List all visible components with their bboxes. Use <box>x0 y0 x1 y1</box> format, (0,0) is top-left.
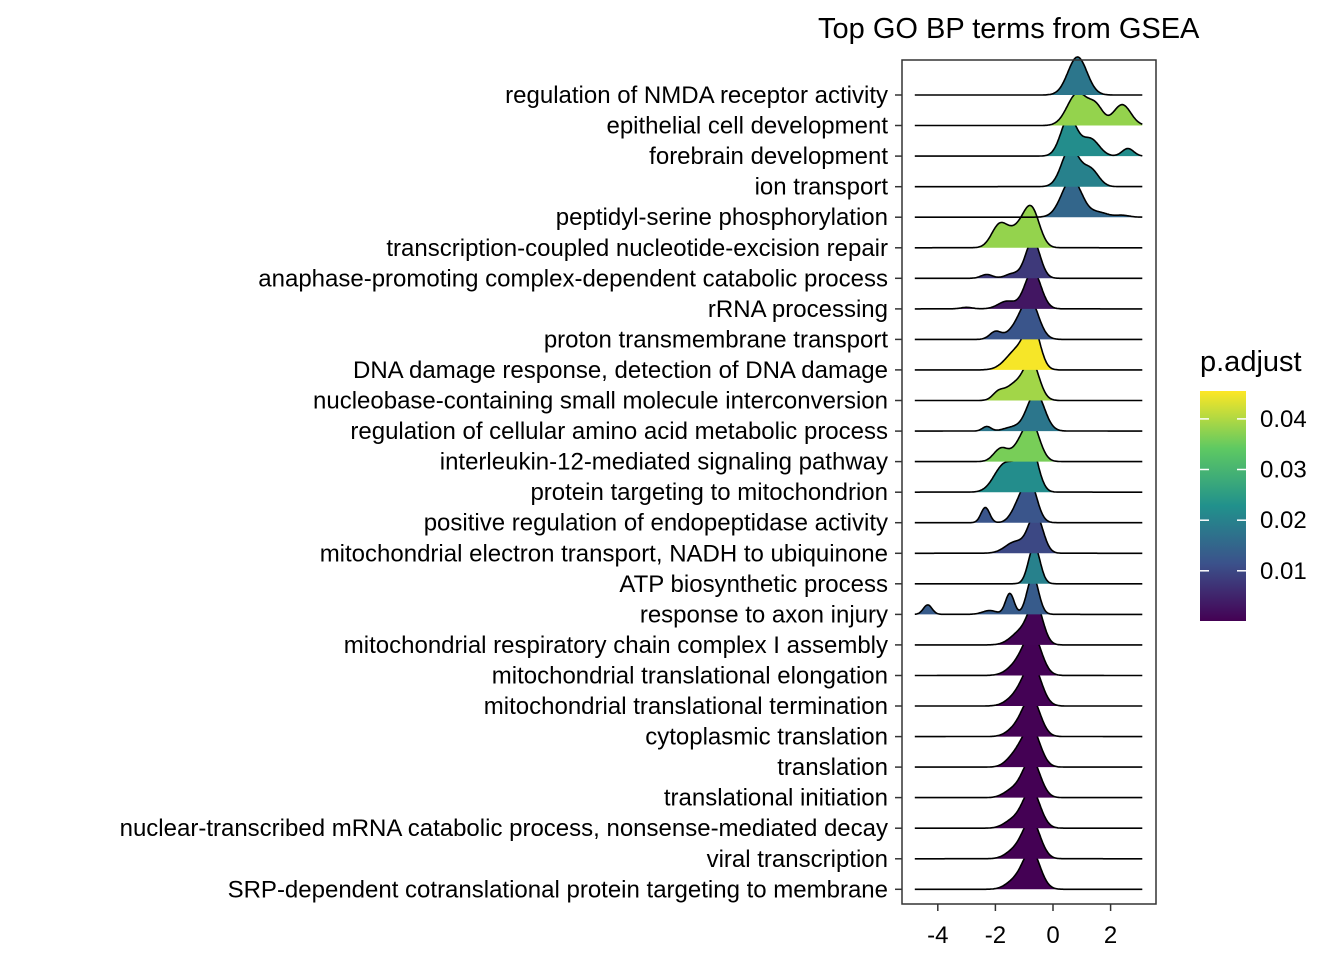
ridge-fill-3 <box>914 117 1143 157</box>
ridge-fill-21 <box>914 663 1143 706</box>
term-label: epithelial cell development <box>606 113 888 140</box>
term-label: positive regulation of endopeptidase act… <box>424 510 888 537</box>
x-tick-label: -2 <box>985 922 1006 949</box>
term-label: translation <box>777 754 888 781</box>
ridge-fill-16 <box>914 513 1143 554</box>
ridge-outline-5 <box>914 178 1143 218</box>
legend-tick-label: 0.03 <box>1260 457 1307 484</box>
term-label: protein targeting to mitochondrion <box>530 479 888 506</box>
ridge-fill-9 <box>914 298 1143 340</box>
term-label: response to axon injury <box>640 601 888 628</box>
term-label: rRNA processing <box>708 296 888 323</box>
term-label: anaphase-promoting complex-dependent cat… <box>258 265 888 292</box>
y-axis-labels: regulation of NMDA receptor activity epit… <box>120 82 902 903</box>
x-tick-label: -4 <box>927 922 948 949</box>
ridge-fill-25 <box>914 789 1143 829</box>
ridge-fill-27 <box>914 850 1143 890</box>
ridge-fill-6 <box>914 205 1143 248</box>
legend-colorbar <box>1200 391 1246 621</box>
term-label: viral transcription <box>707 846 888 873</box>
term-label: mitochondrial respiratory chain complex … <box>344 632 888 659</box>
legend-ticks: 0.01 0.02 0.03 0.04 <box>1200 406 1307 585</box>
ridge-fill-17 <box>914 545 1143 584</box>
ridge-outline-16 <box>914 512 1143 555</box>
term-label: regulation of NMDA receptor activity <box>505 82 888 109</box>
ridge-outline-4 <box>914 147 1143 188</box>
term-label: mitochondrial translational elongation <box>492 663 888 690</box>
term-label: mitochondrial electron transport, NADH t… <box>320 540 888 567</box>
term-label: ATP biosynthetic process <box>619 571 888 598</box>
ridge-fill-1 <box>914 57 1143 95</box>
term-label: translational initiation <box>664 785 888 812</box>
ridge-fill-7 <box>914 240 1143 279</box>
term-label: interleukin-12-mediated signaling pathwa… <box>440 449 888 476</box>
ridge-fill-13 <box>914 421 1143 462</box>
x-tick-label: 2 <box>1104 922 1117 949</box>
ridge-outline-1 <box>914 56 1143 96</box>
term-label: regulation of cellular amino acid metabo… <box>350 418 888 445</box>
term-label: peptidyl-serine phosphorylation <box>556 204 888 231</box>
ridge-fill-22 <box>914 697 1143 737</box>
term-label: SRP-dependent cotranslational protein ta… <box>228 876 888 903</box>
ridge-fill-11 <box>914 360 1143 401</box>
ridge-outline-17 <box>914 544 1143 585</box>
ridge-fill-10 <box>914 321 1143 370</box>
ridge-outline-18 <box>914 575 1143 616</box>
legend-tick-label: 0.04 <box>1260 406 1307 433</box>
x-tick-label: 0 <box>1046 922 1059 949</box>
term-label: nuclear-transcribed mRNA catabolic proce… <box>120 815 888 842</box>
term-label: DNA damage response, detection of DNA da… <box>353 357 888 384</box>
term-label: proton transmembrane transport <box>544 326 889 353</box>
ridge-outline-6 <box>914 204 1143 249</box>
plot-panel-border <box>901 59 1157 905</box>
ridge-fill-18 <box>914 576 1143 615</box>
term-label: ion transport <box>755 174 889 201</box>
term-label: cytoplasmic translation <box>645 724 888 751</box>
ridge-fill-23 <box>914 726 1143 768</box>
ridge-fill-12 <box>914 393 1143 432</box>
ridge-fill-8 <box>914 270 1143 309</box>
ridge-fill-24 <box>914 758 1143 798</box>
ridge-outline-12 <box>914 392 1143 432</box>
legend-title: p.adjust <box>1200 346 1302 378</box>
ridge-outline-2 <box>914 91 1143 127</box>
legend-tick-label: 0.02 <box>1260 507 1307 534</box>
ridge-fill-4 <box>914 147 1143 187</box>
term-label: mitochondrial translational termination <box>484 693 888 720</box>
ridge-fill-5 <box>914 179 1143 218</box>
term-label: transcription-coupled nucleotide-excisio… <box>386 235 888 262</box>
ridge-fill-20 <box>914 633 1143 676</box>
term-label: nucleobase-containing small molecule int… <box>313 388 888 415</box>
ridge-fill-14 <box>914 442 1143 493</box>
legend-tick-label: 0.01 <box>1260 558 1307 585</box>
ridges-layer <box>914 56 1143 891</box>
term-label: forebrain development <box>649 143 888 170</box>
chart-title: Top GO BP terms from GSEA <box>818 13 1200 45</box>
ridge-fill-26 <box>914 819 1143 859</box>
ridge-fill-2 <box>914 92 1143 126</box>
ridge-fill-19 <box>914 601 1143 645</box>
x-axis: -4 -2 0 2 <box>927 904 1117 949</box>
ridge-outline-3 <box>914 116 1143 157</box>
ridge-fill-15 <box>914 479 1143 523</box>
